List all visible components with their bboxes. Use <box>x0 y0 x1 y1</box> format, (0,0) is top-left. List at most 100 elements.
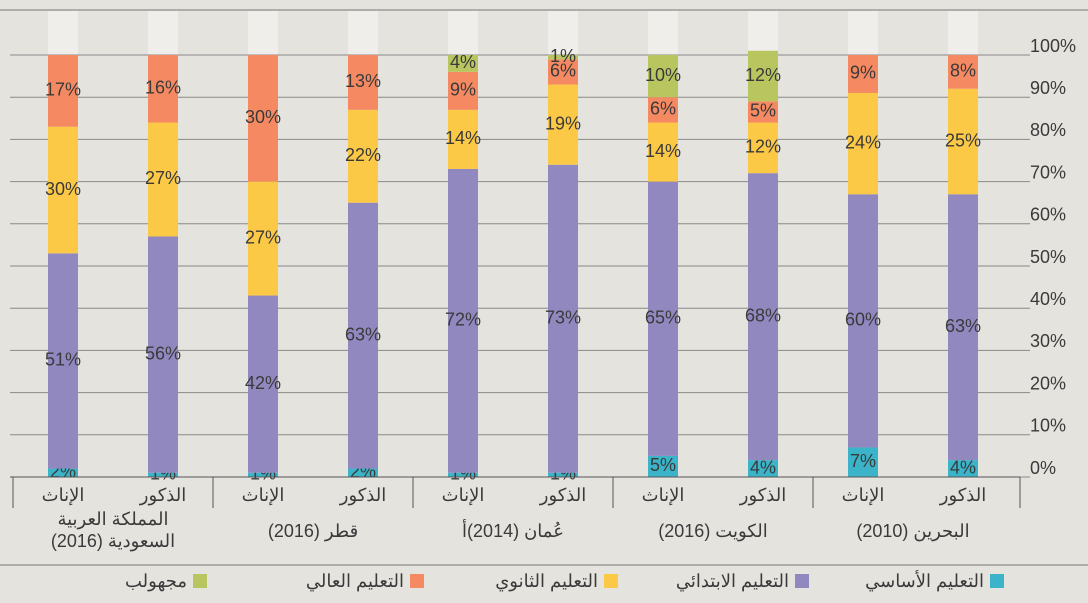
data-label: 12% <box>745 137 781 157</box>
bar-segment <box>748 122 778 174</box>
data-label: 24% <box>845 132 881 152</box>
data-label: 60% <box>845 310 881 330</box>
data-label: 51% <box>45 350 81 370</box>
bar-segment <box>648 181 678 456</box>
data-label: 42% <box>245 373 281 393</box>
data-label: 10% <box>645 65 681 85</box>
legend-label: التعليم الأساسي <box>865 569 984 592</box>
bar-segment <box>748 50 778 102</box>
data-label: 17% <box>45 80 81 100</box>
bar-segment <box>548 164 578 473</box>
bar-segment <box>48 55 78 127</box>
x-tick-label: الذكور <box>339 485 387 506</box>
bar-segment <box>648 97 678 123</box>
legend-swatch <box>193 574 207 588</box>
data-label: 4% <box>450 52 476 72</box>
y-tick-label: 90% <box>1030 78 1066 98</box>
x-tick-label: الذكور <box>139 485 187 506</box>
x-tick-label: الإناث <box>842 485 885 506</box>
x-tick-label: الإناث <box>42 485 85 506</box>
bar-segment <box>948 460 978 477</box>
bar-segment <box>48 253 78 469</box>
legend-swatch <box>795 574 809 588</box>
data-label: 1% <box>550 46 576 66</box>
bar-segment <box>848 194 878 448</box>
legend-swatch <box>990 574 1004 588</box>
bar-segment <box>48 468 78 477</box>
bar-segment <box>348 468 378 477</box>
bar-segment <box>648 55 678 98</box>
bar-segment <box>548 84 578 165</box>
group-label: البحرين (2010) <box>856 521 970 541</box>
data-label: 30% <box>45 179 81 199</box>
bar-segment <box>448 168 478 473</box>
group-label: الكويت (2016) <box>658 521 768 541</box>
data-label: 6% <box>550 61 576 81</box>
data-label: 9% <box>850 63 876 83</box>
y-tick-label: 50% <box>1030 247 1066 267</box>
bar-segment <box>748 173 778 461</box>
data-label: 27% <box>145 168 181 188</box>
y-tick-label: 60% <box>1030 205 1066 225</box>
bar-segment <box>48 126 78 254</box>
y-tick-label: 20% <box>1030 373 1066 393</box>
data-label: 12% <box>745 65 781 85</box>
data-label: 25% <box>945 130 981 150</box>
bar-segment <box>948 88 978 195</box>
x-tick-label: الذكور <box>539 485 587 506</box>
data-label: 65% <box>645 308 681 328</box>
x-tick-label: الذكور <box>739 485 787 506</box>
data-label: 4% <box>750 457 776 477</box>
bar-segment <box>348 202 378 469</box>
y-tick-label: 100% <box>1030 36 1076 56</box>
legend-label: التعليم الابتدائي <box>676 571 789 592</box>
y-tick-label: 10% <box>1030 416 1066 436</box>
data-label: 13% <box>345 71 381 91</box>
x-tick-label: الذكور <box>939 485 987 506</box>
bar-segment <box>148 236 178 473</box>
bar-segment <box>148 472 178 477</box>
data-label: 72% <box>445 310 481 330</box>
legend-swatch <box>410 574 424 588</box>
data-label: 9% <box>450 80 476 100</box>
y-tick-label: 70% <box>1030 162 1066 182</box>
group-label: المملكة العربية السعودية (2016) <box>50 509 176 551</box>
data-label: 22% <box>345 145 381 165</box>
bar-segment <box>648 455 678 477</box>
bar-segment <box>248 181 278 296</box>
data-label: 56% <box>145 343 181 363</box>
bar-segment <box>848 92 878 195</box>
bar-segment <box>748 101 778 123</box>
bar-segment <box>548 472 578 477</box>
legend-label: مجهولب <box>125 571 187 592</box>
legend-label: التعليم العالي <box>306 571 404 592</box>
y-tick-label: 40% <box>1030 289 1066 309</box>
bar-segment <box>548 59 578 85</box>
group-label: قطر (2016) <box>267 521 359 541</box>
data-label: 5% <box>750 101 776 121</box>
data-label: 8% <box>950 61 976 81</box>
legend-swatch <box>604 574 618 588</box>
bar-segment <box>448 109 478 169</box>
bar-segment <box>748 460 778 477</box>
data-label: 19% <box>545 113 581 133</box>
bar-segment <box>348 55 378 110</box>
bar-segment <box>148 55 178 123</box>
data-label: 7% <box>850 451 876 471</box>
bar-segment <box>548 55 578 60</box>
data-label: 27% <box>245 227 281 247</box>
data-label: 4% <box>950 457 976 477</box>
bar-segment <box>148 122 178 237</box>
bar-segment <box>248 295 278 473</box>
data-label: 16% <box>145 78 181 98</box>
bar-segment <box>948 194 978 461</box>
bar-segment <box>448 472 478 477</box>
x-tick-label: الإناث <box>242 485 285 506</box>
group-label: عُمان (2014)أ <box>462 521 564 541</box>
data-label: 14% <box>645 141 681 161</box>
x-tick-label: الإناث <box>642 485 685 506</box>
bar-segment <box>348 109 378 203</box>
data-label: 6% <box>650 99 676 119</box>
